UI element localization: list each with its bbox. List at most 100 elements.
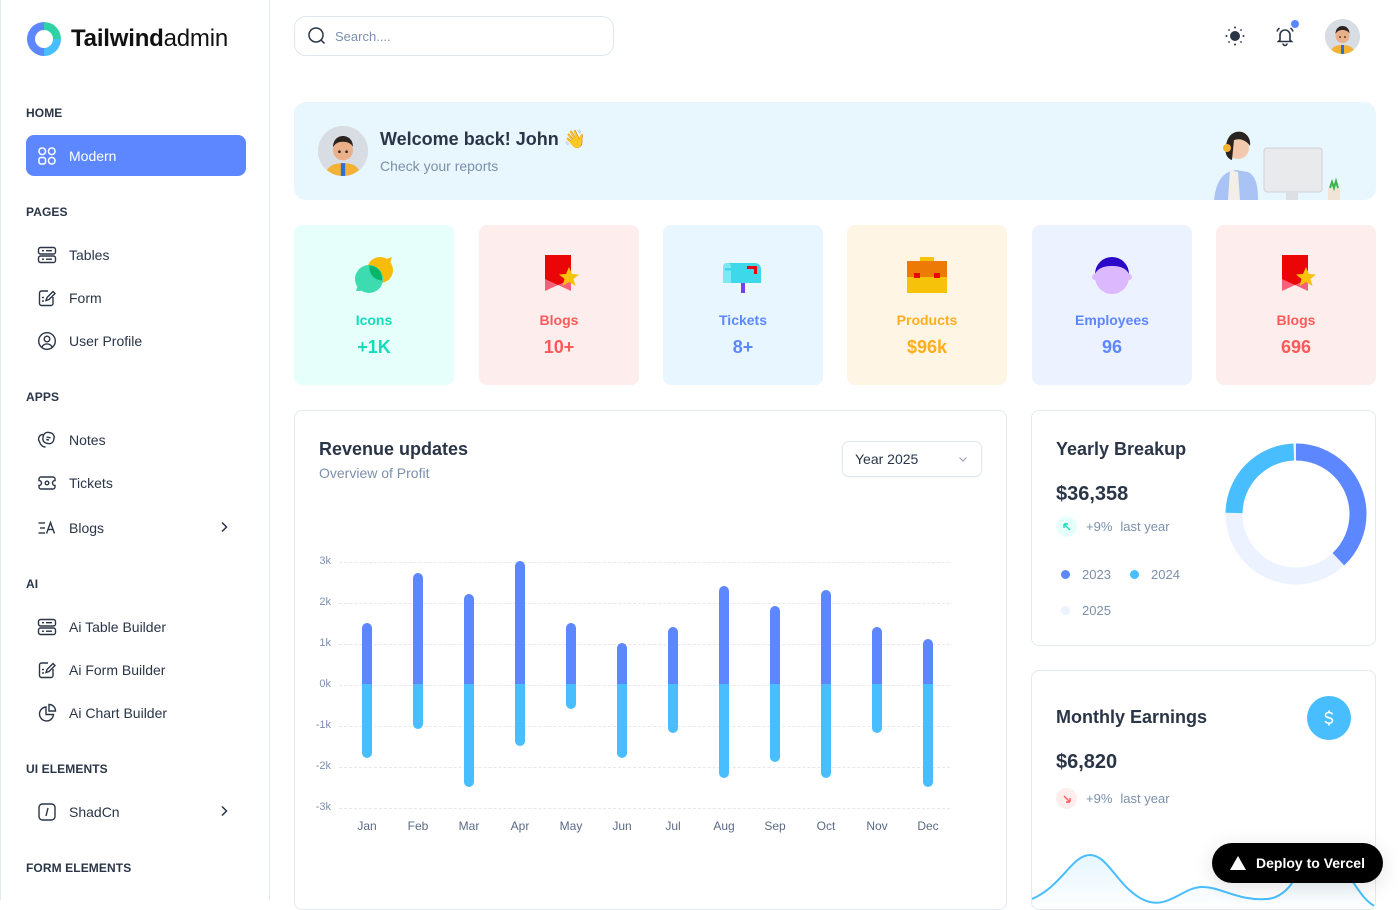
x-axis-tick: Oct [816,819,836,833]
sidebar-item-label: User Profile [69,332,143,349]
trend-text: last year [1120,519,1170,534]
stat-label: Products [896,312,958,328]
theme-toggle-button[interactable] [1223,24,1247,48]
bar-earnings [872,626,882,684]
dollar-icon [1324,710,1334,726]
mailbox-icon [723,263,761,293]
welcome-avatar [318,126,368,176]
sidebar-item-tables[interactable]: Tables [26,234,246,275]
sidebar-item-ai-chart-builder[interactable]: Ai Chart Builder [26,692,246,733]
x-axis-tick: Jan [357,819,377,833]
bar-expense [923,684,933,787]
stat-card-icons[interactable]: Icons +1K [294,225,454,385]
search-input[interactable] [335,28,595,44]
stat-value: 96 [1101,337,1123,357]
sidebar-item-ai-form-builder[interactable]: Ai Form Builder [26,649,246,690]
gridline [339,603,950,604]
bar-earnings [566,622,576,684]
dollar-icon-button[interactable] [1307,696,1351,740]
bar-earnings [923,638,933,684]
brand-name: Tailwindadmin [71,25,228,52]
sidebar-item-tickets[interactable]: Tickets [26,462,246,503]
welcome-banner: Welcome back! John 👋 Check your reports [294,102,1376,200]
logo-icon [27,22,61,56]
avatar [318,126,368,176]
sun-icon [1225,26,1245,46]
support-agent-illustration [1214,131,1340,200]
nav-section-home: HOME [26,106,63,120]
stat-card-blogs[interactable]: Blogs 10+ [479,225,639,385]
table-icon [37,245,57,265]
bar-earnings [413,573,423,684]
deploy-to-vercel-button[interactable]: Deploy to Vercel [1212,843,1383,883]
sidebar-item-label: Form [69,289,102,306]
sidebar-item-ai-table-builder[interactable]: Ai Table Builder [26,606,246,647]
y-axis-tick: -1k [315,719,331,731]
stat-value: 8+ [732,337,754,357]
search-bar[interactable] [294,16,614,56]
stat-card-products[interactable]: Products $96k [847,225,1007,385]
gridline [339,726,950,727]
ticket-icon [37,473,57,493]
nav-section-form-elements: FORM ELEMENTS [26,861,132,875]
x-axis-tick: Feb [407,819,429,833]
revenue-bar-chart: 3k 2k 1k 0k -1k -2k -3k Jan Feb Mar Apr May Jun Jul Au… [295,411,1006,909]
gridline [339,808,950,809]
arrow-up-left-icon [1056,516,1077,537]
sidebar-item-modern[interactable]: Modern [26,135,246,176]
bar-earnings [770,606,780,684]
x-axis-tick: May [559,819,583,833]
y-axis-tick: 2k [319,596,331,608]
bookmark-star-icon [1282,255,1316,291]
wave-icon: 👋 [563,129,587,149]
bar-expense [668,684,678,734]
chat-bubbles-icon [355,257,393,293]
bar-earnings [617,643,627,684]
gridline [339,767,950,768]
stat-card-tickets[interactable]: Tickets 8+ [663,225,823,385]
bar-expense [515,684,525,746]
arrow-down-right-icon [1056,788,1077,809]
bar-expense [362,684,372,758]
gridline [339,644,950,645]
bar-earnings [362,622,372,684]
bar-earnings [515,561,525,684]
sidebar-item-user-profile[interactable]: User Profile [26,320,246,361]
bar-expense [770,684,780,762]
sidebar-item-label: Modern [69,147,117,164]
trend-percent: +9% [1086,791,1113,806]
legend-item-2024: 2024 [1130,567,1180,582]
notifications-button[interactable] [1273,20,1299,48]
search-icon [308,27,326,45]
monthly-amount: $6,820 [1056,751,1118,773]
blog-icon [37,518,57,538]
sidebar-item-notes[interactable]: Notes [26,419,246,460]
stat-card-employees[interactable]: Employees 96 [1032,225,1192,385]
gridline [339,562,950,563]
stat-card-blogs-2[interactable]: Blogs 696 [1216,225,1376,385]
user-circle-icon [37,331,57,351]
sidebar-item-blogs[interactable]: Blogs [26,507,246,548]
trend-text: last year [1120,791,1170,806]
notes-icon [37,430,57,450]
x-axis-tick: Jun [612,819,632,833]
user-avatar-button[interactable] [1325,19,1360,54]
bar-earnings [464,593,474,684]
legend-item-2023: 2023 [1061,567,1111,582]
yearly-trend: +9% last year [1056,516,1170,537]
sidebar-item-form[interactable]: Form [26,277,246,318]
year-select[interactable]: Year 2025 [842,441,982,477]
brand-logo[interactable]: Tailwindadmin [27,22,228,56]
briefcase-icon [907,257,947,293]
bell-icon [1276,27,1294,47]
bar-expense [719,684,729,779]
sidebar-item-shadcn[interactable]: ShadCn [26,791,246,832]
bar-expense [617,684,627,758]
nav-section-apps: APPS [26,390,60,404]
stat-value: 10+ [543,337,575,357]
stat-label: Blogs [1276,312,1316,328]
avatar [1325,19,1360,54]
y-axis-tick: -3k [315,801,331,813]
stat-value: $96k [906,337,948,357]
vercel-triangle-icon [1230,856,1247,870]
